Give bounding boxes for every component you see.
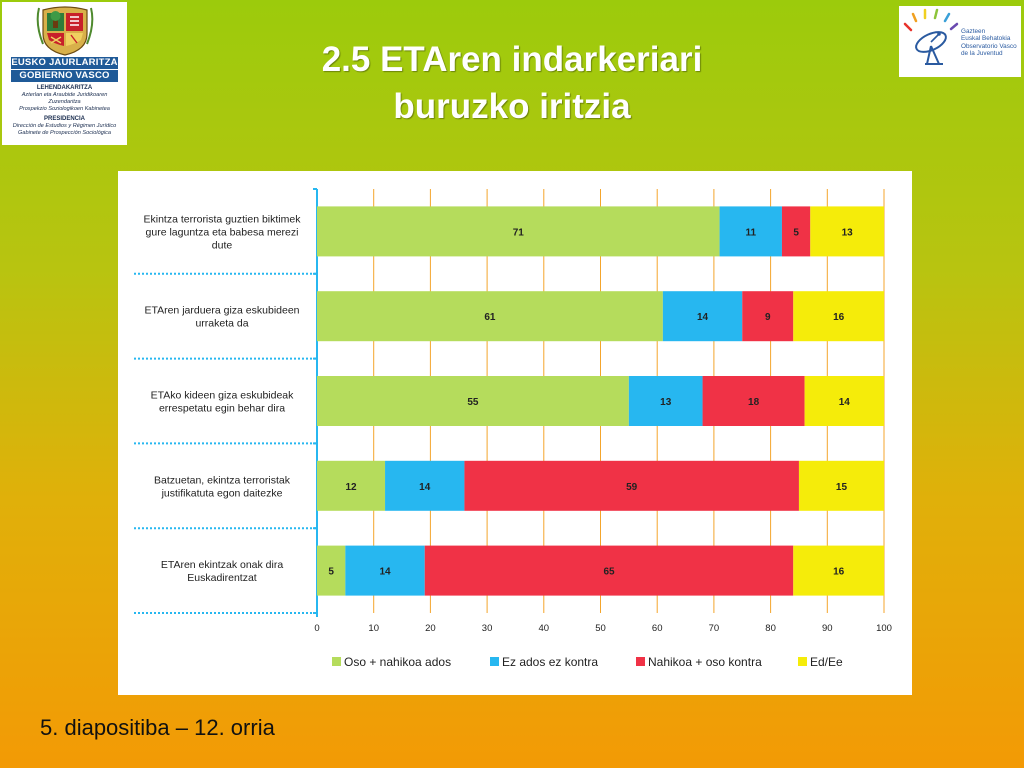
legend-label-2: Nahikoa + oso kontra (648, 655, 762, 669)
slide-footer: 5. diapositiba – 12. orria (40, 715, 275, 740)
logo-text-eusko-jaurlaritza: EUSKO JAURLARITZA (11, 57, 118, 69)
data-label-cat0-s0: 71 (513, 227, 525, 238)
data-label-cat3-s1: 14 (419, 482, 431, 493)
logo-dept2-sub2: Gabinete de Prospección Sociológica (18, 130, 111, 136)
gobierno-vasco-logo: EUSKO JAURLARITZA GOBIERNO VASCO LEHENDA… (2, 2, 127, 145)
legend-swatch-3 (798, 657, 807, 666)
data-label-cat4-s3: 16 (833, 567, 845, 578)
logo-text-gobierno-vasco: GOBIERNO VASCO (11, 70, 118, 82)
x-tick-label-2: 20 (425, 623, 436, 634)
slide-title-line2: buruzko iritzia (393, 87, 631, 126)
x-tick-label-9: 90 (822, 623, 833, 634)
category-label-0-line2: dute (212, 239, 233, 251)
x-tick-label-0: 0 (314, 623, 319, 634)
x-tick-label-1: 10 (368, 623, 379, 634)
observatorio-line1: Gazteen (961, 28, 986, 35)
chart-panel: 71 11 5 13 Ekintza terrorista guztien biktim… (118, 171, 912, 695)
data-label-cat2-s2: 18 (748, 397, 760, 408)
bar-cat2-s0 (317, 376, 629, 426)
data-label-cat1-s2: 9 (765, 312, 771, 323)
stacked-bar-chart: 71 11 5 13 Ekintza terrorista guztien biktim… (134, 188, 892, 669)
x-tick-label-5: 50 (595, 623, 606, 634)
category-label-3-line0: Batzuetan, ekintza terroristak (154, 474, 291, 486)
bar-cat0-s3 (810, 206, 884, 257)
legend-label-0: Oso + nahikoa ados (344, 655, 451, 669)
logo-dept1-sub2: Prospekzio Soziologikoen Kabinetea (19, 106, 110, 112)
data-label-cat4-s2: 65 (603, 567, 615, 578)
observatorio-juventud-logo: Gazteen Euskal Behatokia Observatorio Va… (899, 6, 1021, 77)
category-label-0-line0: Ekintza terrorista guztien biktimek (144, 213, 302, 225)
x-tick-label-6: 60 (652, 623, 663, 634)
slide-title-line1: 2.5 ETAren indarkeriari (321, 40, 703, 79)
category-label-1-line0: ETAren jarduera giza eskubideen (144, 305, 299, 317)
legend-swatch-0 (332, 657, 341, 666)
observatorio-text: Gazteen Euskal Behatokia Observatorio Va… (961, 28, 1021, 58)
bar-cat3-s3 (798, 460, 884, 511)
bar-cat0-s1 (719, 206, 782, 257)
data-label-cat0-s1: 11 (745, 227, 756, 238)
bar-cat0-s0 (317, 206, 720, 257)
data-label-cat3-s2: 59 (626, 482, 638, 493)
x-tick-label-8: 80 (765, 623, 776, 634)
x-tick-label-7: 70 (709, 623, 720, 634)
data-label-cat4-s0: 5 (328, 567, 334, 578)
data-label-cat0-s3: 13 (842, 227, 854, 238)
bar-cat2-s2 (702, 376, 805, 426)
bar-cat2-s1 (628, 376, 703, 426)
bar-cat3-s0 (317, 460, 386, 511)
bar-cat4-s3 (793, 545, 884, 596)
data-label-cat1-s0: 61 (484, 312, 496, 323)
slide-title: 2.5 ETAren indarkeriari buruzko iritzia (200, 36, 824, 130)
bar-cat1-s1 (662, 291, 743, 342)
data-label-cat0-s2: 5 (793, 227, 799, 238)
legend-swatch-2 (636, 657, 645, 666)
x-tick-label-3: 30 (482, 623, 493, 634)
satellite-dish-icon (903, 8, 959, 65)
data-label-cat1-s1: 14 (697, 312, 709, 323)
logo-dept2-sub1: Dirección de Estudios y Régimen Jurídico (12, 123, 117, 129)
data-label-cat2-s0: 55 (467, 397, 479, 408)
observatorio-line2: Euskal Behatokia (961, 35, 1011, 43)
logo-dept-presidencia: PRESIDENCIA (43, 116, 85, 122)
legend-label-1: Ez ados ez kontra (502, 655, 598, 669)
category-label-0-line1: gure laguntza eta babesa merezi (146, 226, 299, 238)
category-label-4-line0: ETAren ekintzak onak dira (161, 559, 284, 571)
category-label-3-line1: justifikatuta egon daitezke (161, 487, 283, 499)
data-label-cat2-s3: 14 (839, 397, 851, 408)
data-label-cat4-s1: 14 (379, 567, 391, 578)
category-label-1-line1: urraketa da (195, 318, 248, 330)
bar-cat3-s2 (464, 460, 799, 511)
bar-cat4-s2 (424, 545, 794, 596)
legend-label-3: Ed/Ee (810, 655, 843, 669)
legend-swatch-1 (490, 657, 499, 666)
x-tick-label-4: 40 (539, 623, 550, 634)
bar-cat3-s1 (385, 460, 465, 511)
data-label-cat1-s3: 16 (833, 312, 845, 323)
bar-cat0-s2 (781, 206, 811, 257)
category-label-2-line0: ETAko kideen giza eskubideak (151, 390, 295, 402)
category-label-4-line1: Euskadirentzat (187, 572, 257, 584)
bar-cat2-s3 (804, 376, 884, 426)
observatorio-line4: de la Juventud (961, 50, 1003, 58)
coat-of-arms-icon (36, 6, 93, 56)
logo-dept1-sub1: Azterlan eta Araubide Juridikoaren Zuzen… (21, 92, 108, 105)
bar-cat4-s0 (317, 545, 346, 596)
observatorio-line3: Observatorio Vasco (961, 42, 1017, 50)
data-label-cat3-s0: 12 (345, 482, 357, 493)
data-label-cat2-s1: 13 (660, 397, 672, 408)
x-tick-label-10: 100 (876, 623, 892, 634)
bar-cat1-s0 (317, 291, 663, 342)
bar-cat1-s3 (793, 291, 884, 342)
logo-dept-lehendakaritza: LEHENDAKARITZA (36, 85, 93, 91)
bar-cat1-s2 (742, 291, 794, 342)
data-label-cat3-s3: 15 (836, 482, 848, 493)
bar-cat4-s1 (345, 545, 425, 596)
category-label-2-line1: errespetatu egin behar dira (159, 403, 285, 415)
